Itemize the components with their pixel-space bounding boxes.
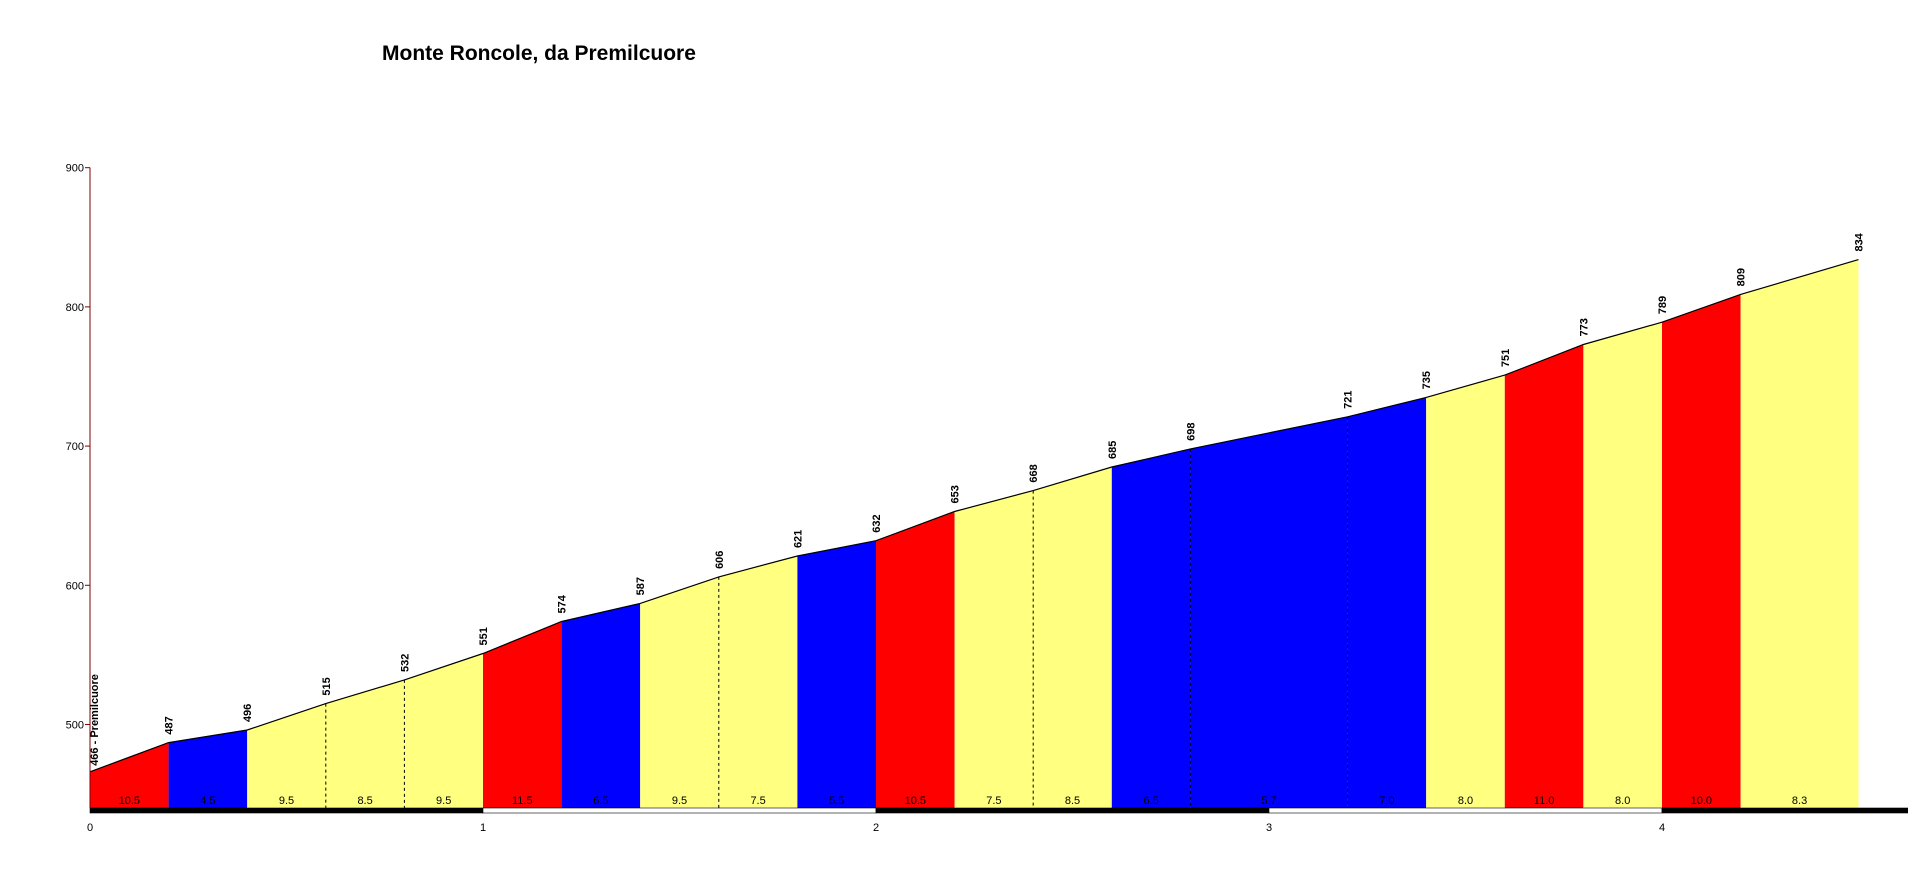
x-tick-label: 4 — [1659, 822, 1665, 834]
profile-line — [89, 259, 1859, 773]
x-tick-label: 3 — [1266, 822, 1272, 834]
km-bar-segment-1 — [482, 807, 877, 814]
gradient-label: 8.0 — [1615, 795, 1630, 807]
gradient-segments — [90, 259, 1859, 809]
gradient-labels: 10.5 4.5 9.5 8.5 9.5 11.5 6.5 9.5 7.5 5.5 10.5 7.5 8… — [119, 795, 1808, 807]
x-tick-labels: 0 1 2 3 4 — [87, 822, 1665, 834]
elevation-label: 751 — [1500, 349, 1512, 367]
elevation-label: 735 — [1421, 371, 1433, 389]
y-tick-label: 900 — [66, 163, 84, 175]
gradient-segment-19 — [1662, 294, 1741, 808]
elevation-label: 532 — [399, 654, 411, 672]
elevation-label: 515 — [321, 677, 333, 695]
elevation-label: 487 — [164, 716, 176, 734]
gradient-label: 10.5 — [905, 795, 926, 807]
elevation-label: 809 — [1736, 268, 1748, 286]
gradient-label: 6.5 — [593, 795, 608, 807]
gradient-label: 6.5 — [1143, 795, 1158, 807]
gradient-segment-10 — [876, 511, 955, 808]
gradient-segment-16 — [1426, 375, 1505, 808]
start-elevation-label: 466 - Premilcuore — [89, 674, 101, 766]
y-tick-label: 500 — [66, 719, 84, 731]
km-bar-segment-2 — [875, 807, 1270, 814]
gradient-label: 10.0 — [1691, 795, 1712, 807]
y-axis — [85, 167, 91, 808]
gradient-label: 9.5 — [279, 795, 294, 807]
elevation-label: 773 — [1578, 318, 1590, 336]
gradient-segment-12 — [1033, 467, 1112, 808]
km-bar-segment-4 — [1661, 807, 1908, 814]
gradient-label: 8.3 — [1792, 795, 1807, 807]
gradient-label: 8.0 — [1458, 795, 1473, 807]
elevation-label: 834 — [1854, 232, 1866, 251]
gradient-segment-7 — [640, 576, 719, 808]
gradient-segment-18 — [1583, 322, 1662, 808]
gradient-label: 4.5 — [200, 795, 215, 807]
elevation-label: 606 — [714, 551, 726, 569]
gradient-label: 10.5 — [119, 795, 140, 807]
km-bar-segment-3 — [1268, 807, 1663, 814]
elevation-label: 668 — [1028, 464, 1040, 482]
elevation-label: 685 — [1107, 441, 1119, 459]
gradient-label: 7.0 — [1379, 795, 1394, 807]
gradient-segment-2 — [247, 703, 326, 808]
elevation-label: 632 — [871, 514, 883, 532]
elevation-labels: 466 - Premilcuore 487 496 515 532 551 574 587 60… — [89, 232, 1866, 765]
gradient-segment-9 — [797, 540, 876, 808]
gradient-label: 8.5 — [357, 795, 372, 807]
elevation-label: 789 — [1657, 296, 1669, 314]
gradient-label: 7.5 — [986, 795, 1001, 807]
gradient-label: 7.5 — [750, 795, 765, 807]
elevation-label: 587 — [635, 577, 647, 595]
gradient-label: 9.5 — [672, 795, 687, 807]
chart-title: Monte Roncole, da Premilcuore — [382, 42, 696, 65]
profile-outline — [89, 259, 1859, 773]
gradient-label: 5.7 — [1261, 795, 1276, 807]
gradient-segment-20 — [1740, 259, 1859, 809]
y-tick-labels: 500 600 700 800 900 — [66, 163, 84, 732]
gradient-segment-0 — [90, 742, 169, 808]
gradient-label: 9.5 — [436, 795, 451, 807]
elevation-label: 653 — [950, 485, 962, 503]
x-tick-label: 0 — [87, 822, 93, 834]
y-tick-label: 700 — [66, 441, 84, 453]
gradient-segment-17 — [1504, 344, 1584, 808]
gradient-segment-5 — [483, 621, 562, 808]
elevation-label: 698 — [1185, 423, 1197, 441]
gradient-segment-6 — [561, 603, 641, 808]
km-bar — [89, 807, 1908, 814]
y-tick-label: 600 — [66, 580, 84, 592]
elevation-label: 551 — [478, 627, 490, 645]
y-tick-label: 800 — [66, 302, 84, 314]
gradient-segment-15 — [1347, 397, 1427, 808]
gradient-segment-3 — [325, 679, 405, 808]
gradient-segment-14 — [1190, 416, 1348, 808]
gradient-label: 8.5 — [1065, 795, 1080, 807]
elevation-label: 721 — [1343, 390, 1355, 408]
gradient-segment-11 — [954, 490, 1034, 808]
x-tick-label: 1 — [480, 822, 486, 834]
gradient-segment-13 — [1111, 448, 1191, 808]
x-tick-label: 2 — [873, 822, 879, 834]
elevation-label: 574 — [557, 594, 569, 613]
gradient-label: 5.5 — [829, 795, 844, 807]
segment-dividers — [325, 416, 1349, 808]
gradient-label: 11.5 — [512, 795, 533, 807]
gradient-label: 11.0 — [1534, 795, 1555, 807]
gradient-segment-4 — [404, 653, 483, 808]
gradient-segment-8 — [718, 556, 798, 808]
gradient-segment-1 — [168, 730, 248, 808]
elevation-label: 496 — [242, 704, 254, 722]
elevation-label: 621 — [792, 530, 804, 548]
km-bar-segment-0 — [89, 807, 484, 814]
